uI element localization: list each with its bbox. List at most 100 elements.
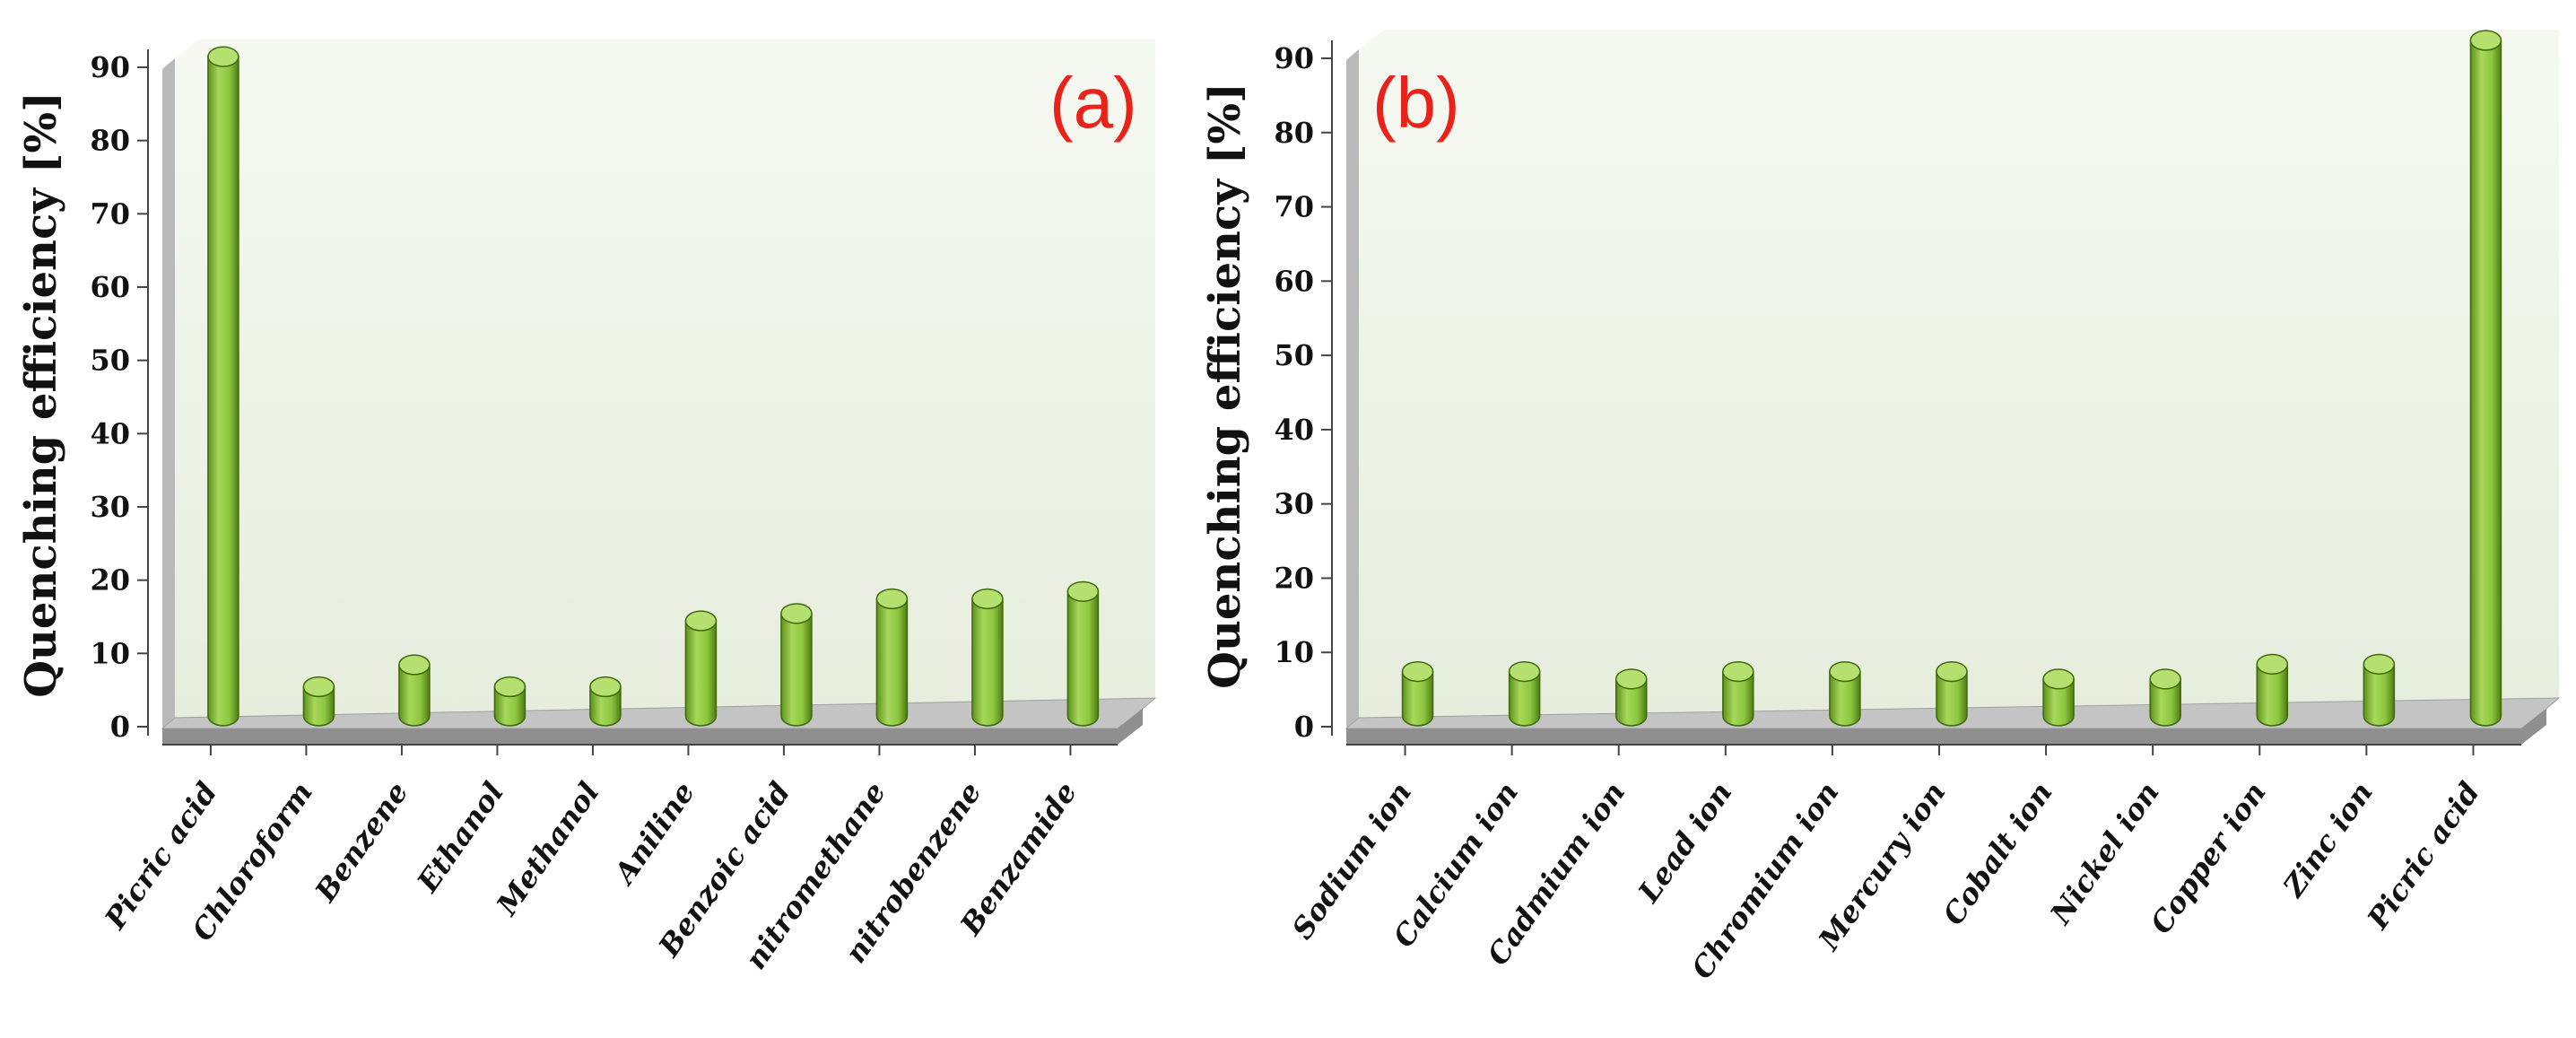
y-tick-label: 50	[90, 344, 130, 378]
bar-body	[2469, 39, 2502, 727]
bar-body	[207, 56, 239, 727]
bar-body	[1614, 678, 1648, 727]
bar-top	[493, 676, 527, 698]
bar	[1722, 660, 1754, 727]
bar	[684, 610, 718, 727]
bar	[1508, 660, 1541, 727]
bar	[875, 588, 909, 727]
bar	[780, 603, 813, 727]
bar-body	[2149, 678, 2181, 727]
bar-top	[398, 654, 431, 676]
bar	[2042, 668, 2075, 727]
y-tick-label: 0	[1294, 710, 1314, 744]
x-tick-label: Picric acid	[2360, 776, 2486, 936]
bar-top	[2256, 653, 2289, 675]
bar-body	[2363, 663, 2396, 727]
bar-top	[302, 676, 335, 698]
y-axis-label: Quenching efficiency [%]	[16, 92, 66, 698]
bar	[207, 46, 239, 727]
y-tick-label: 60	[90, 270, 130, 304]
y-tick-label: 60	[1274, 264, 1314, 298]
bar-body	[302, 685, 335, 727]
y-tick-label: 0	[110, 710, 130, 744]
panel-label: (b)	[1372, 63, 1460, 143]
plot-floor-edge	[162, 709, 1143, 745]
y-tick-label: 70	[1274, 190, 1314, 224]
bar-body	[1066, 590, 1100, 727]
bar-top	[207, 46, 239, 67]
bar	[1829, 660, 1861, 727]
y-tick-label: 10	[90, 636, 130, 670]
y-tick-label: 50	[1274, 338, 1314, 372]
bar-body	[493, 685, 527, 727]
x-tick-label: Lead ion	[1631, 776, 1738, 910]
bar	[1614, 668, 1648, 727]
bar-top	[1401, 660, 1434, 683]
bar-top	[2042, 668, 2075, 690]
x-tick-label: Aniline	[606, 776, 701, 892]
bar-body	[875, 598, 909, 727]
bar	[398, 654, 431, 727]
panel-label: (a)	[1049, 63, 1137, 143]
bar-top	[1936, 660, 1968, 683]
bar-top	[1508, 660, 1541, 683]
bar-top	[780, 603, 813, 624]
y-tick-label: 40	[1274, 413, 1314, 447]
bar	[2363, 653, 2396, 727]
y-tick-label: 70	[90, 196, 130, 231]
bar	[2149, 668, 2181, 727]
plot-side-wall	[162, 58, 175, 728]
bar	[1401, 660, 1434, 727]
plot-back-wall	[175, 39, 1155, 718]
bar	[971, 588, 1004, 727]
bar-top	[875, 588, 909, 610]
bar-body	[1401, 670, 1434, 727]
y-tick-label: 20	[90, 563, 130, 598]
bar	[1066, 580, 1100, 727]
bar-top	[2469, 30, 2502, 51]
plot-floor-edge	[1346, 709, 2546, 745]
x-tick-label: Ethanol	[410, 776, 510, 899]
bar-top	[1614, 668, 1648, 690]
y-tick-label: 90	[90, 50, 130, 84]
bar-body	[1722, 670, 1754, 727]
y-tick-label: 30	[1274, 487, 1314, 521]
bar-top	[971, 588, 1004, 610]
x-tick-label: Zinc ion	[2276, 776, 2380, 904]
bar-body	[2256, 663, 2289, 727]
bar	[2469, 30, 2502, 727]
y-tick-label: 90	[1274, 41, 1314, 75]
bar	[589, 676, 622, 727]
bar	[1936, 660, 1968, 727]
y-axis-label: Quenching efficiency [%]	[1200, 83, 1250, 689]
plot-back-wall	[1359, 30, 2559, 718]
bar-top	[684, 610, 718, 632]
bar-body	[1936, 670, 1968, 727]
bar-top	[589, 676, 622, 698]
bar-body	[589, 685, 622, 727]
plot-side-wall	[1346, 49, 1359, 728]
bar	[302, 676, 335, 727]
bar-top	[1066, 580, 1100, 602]
y-tick-label: 40	[90, 416, 130, 450]
bar-top	[1722, 660, 1754, 683]
bar-top	[2149, 668, 2181, 690]
y-tick-label: 30	[90, 490, 130, 524]
y-tick-label: 10	[1274, 635, 1314, 669]
bar-body	[1508, 670, 1541, 727]
y-tick-label: 20	[1274, 561, 1314, 595]
bar-body	[1829, 670, 1861, 727]
bar	[2256, 653, 2289, 727]
bar-body	[2042, 678, 2075, 727]
bar-top	[2363, 653, 2396, 675]
x-tick-label: Benzene	[308, 776, 414, 909]
bar-top	[1829, 660, 1861, 683]
bar-body	[780, 613, 813, 727]
x-tick-label: Copper ion	[2144, 776, 2273, 940]
x-tick-label: Nickel ion	[2043, 776, 2166, 931]
x-tick-label: Cobalt ion	[1936, 776, 2059, 931]
bar-body	[398, 664, 431, 727]
